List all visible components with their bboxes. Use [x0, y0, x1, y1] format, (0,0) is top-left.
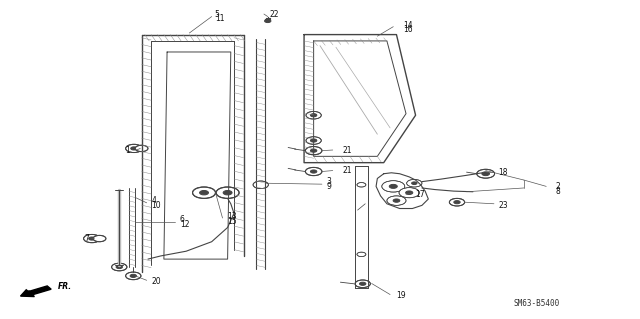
Circle shape	[116, 265, 122, 269]
Circle shape	[305, 167, 322, 176]
Circle shape	[357, 182, 366, 187]
Circle shape	[357, 252, 366, 256]
Text: 12: 12	[180, 220, 189, 229]
Circle shape	[389, 184, 397, 189]
Circle shape	[130, 274, 136, 278]
Circle shape	[223, 190, 232, 195]
Circle shape	[264, 19, 271, 23]
Text: 5: 5	[215, 10, 220, 19]
FancyArrow shape	[20, 286, 51, 297]
Text: 3: 3	[326, 177, 332, 186]
Circle shape	[89, 237, 95, 240]
Circle shape	[193, 187, 216, 198]
Text: 23: 23	[499, 201, 508, 210]
Text: 18: 18	[499, 168, 508, 177]
Circle shape	[111, 263, 127, 271]
Text: 16: 16	[403, 25, 412, 34]
Text: 13: 13	[228, 212, 237, 221]
Circle shape	[84, 234, 100, 243]
Circle shape	[131, 147, 137, 150]
Circle shape	[310, 170, 317, 173]
Text: 4: 4	[151, 196, 156, 205]
Text: 17: 17	[415, 190, 425, 199]
Circle shape	[310, 139, 317, 142]
Circle shape	[135, 145, 148, 152]
Text: 2: 2	[556, 182, 561, 191]
Circle shape	[310, 149, 317, 152]
Circle shape	[477, 169, 495, 178]
Text: 11: 11	[215, 14, 225, 23]
Circle shape	[449, 198, 465, 206]
Text: 6: 6	[180, 215, 185, 224]
Circle shape	[482, 172, 490, 176]
Circle shape	[360, 282, 366, 286]
Text: 1: 1	[125, 145, 131, 154]
Circle shape	[305, 146, 322, 155]
Text: 20: 20	[151, 277, 161, 286]
Text: 8: 8	[556, 187, 561, 196]
Text: 21: 21	[342, 145, 352, 154]
Text: FR.: FR.	[58, 282, 72, 292]
Circle shape	[216, 187, 239, 198]
Text: 22: 22	[269, 10, 278, 19]
Circle shape	[310, 114, 317, 117]
Text: 10: 10	[151, 201, 161, 210]
Text: 14: 14	[403, 21, 412, 30]
Circle shape	[454, 201, 460, 204]
Circle shape	[387, 196, 406, 205]
Text: 21: 21	[342, 166, 352, 175]
Circle shape	[412, 182, 417, 185]
Circle shape	[406, 179, 422, 187]
Text: 15: 15	[228, 217, 237, 226]
Circle shape	[200, 190, 209, 195]
Circle shape	[306, 111, 321, 119]
Text: 7: 7	[84, 234, 89, 243]
Circle shape	[382, 181, 404, 192]
Circle shape	[125, 272, 141, 280]
Circle shape	[93, 235, 106, 242]
Text: SM63-B5400: SM63-B5400	[513, 299, 560, 308]
Circle shape	[399, 188, 419, 198]
Circle shape	[406, 191, 413, 195]
Circle shape	[125, 144, 142, 152]
Circle shape	[253, 181, 268, 189]
Circle shape	[306, 137, 321, 144]
Text: 9: 9	[326, 182, 332, 191]
Text: 19: 19	[396, 291, 406, 300]
Circle shape	[393, 199, 400, 202]
Circle shape	[355, 280, 371, 287]
